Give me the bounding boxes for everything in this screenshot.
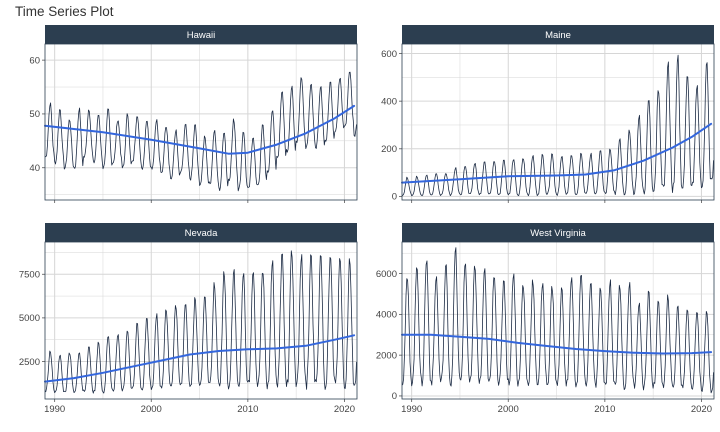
facet-panel: Maine 0 200 400 600	[381, 25, 715, 203]
y-tick-label: 60	[29, 55, 40, 66]
y-tick-label: 0	[392, 192, 397, 203]
facet-strip-label: Maine	[545, 30, 571, 41]
y-tick-label: 400	[381, 96, 397, 107]
trend-line	[44, 334, 356, 383]
y-tick-label: 50	[29, 109, 40, 120]
series-line	[44, 250, 357, 394]
y-tick-label: 40	[29, 163, 40, 174]
trend-line	[401, 333, 713, 355]
x-tick-label: 2000	[141, 404, 162, 415]
y-tick-label: 600	[381, 49, 397, 60]
facet-strip	[45, 223, 357, 242]
y-tick-label: 2500	[19, 357, 40, 368]
trend-line	[44, 104, 356, 155]
facet-strip	[402, 223, 714, 242]
y-tick-label: 7500	[19, 270, 40, 281]
facet-panel: West Virginia 0 2000 4000 6000 1990 2000 2010 20…	[376, 223, 715, 415]
y-tick-label: 4000	[376, 310, 397, 321]
x-tick-label: 1990	[401, 404, 422, 415]
panel-border	[401, 43, 715, 201]
x-tick-label: 2010	[594, 404, 615, 415]
facet-panel: Nevada 2500 5000 7500 1990 2000 2010 2020	[19, 223, 358, 415]
y-tick-label: 6000	[376, 269, 397, 280]
panel-border	[44, 43, 358, 201]
y-tick-label: 0	[392, 391, 397, 402]
x-tick-label: 1990	[44, 404, 65, 415]
series-line	[401, 54, 714, 197]
x-tick-label: 2020	[334, 404, 355, 415]
facet-strip	[45, 25, 357, 44]
facet-strip-label: Nevada	[185, 228, 218, 239]
x-tick-label: 2020	[691, 404, 712, 415]
facet-strip-label: West Virginia	[530, 228, 586, 239]
y-tick-label: 5000	[19, 313, 40, 324]
page-title: Time Series Plot	[15, 4, 114, 19]
x-tick-label: 2000	[498, 404, 519, 415]
panel-border	[401, 241, 715, 400]
series-line	[401, 247, 714, 394]
facet-panel: Hawaii 40 50 60	[29, 25, 358, 203]
facet-strip	[402, 25, 714, 44]
facet-strip-label: Hawaii	[187, 30, 216, 41]
panel-border	[44, 241, 358, 400]
x-tick-label: 2010	[237, 404, 258, 415]
trend-line	[401, 122, 713, 184]
y-tick-label: 200	[381, 144, 397, 155]
y-tick-label: 2000	[376, 350, 397, 361]
